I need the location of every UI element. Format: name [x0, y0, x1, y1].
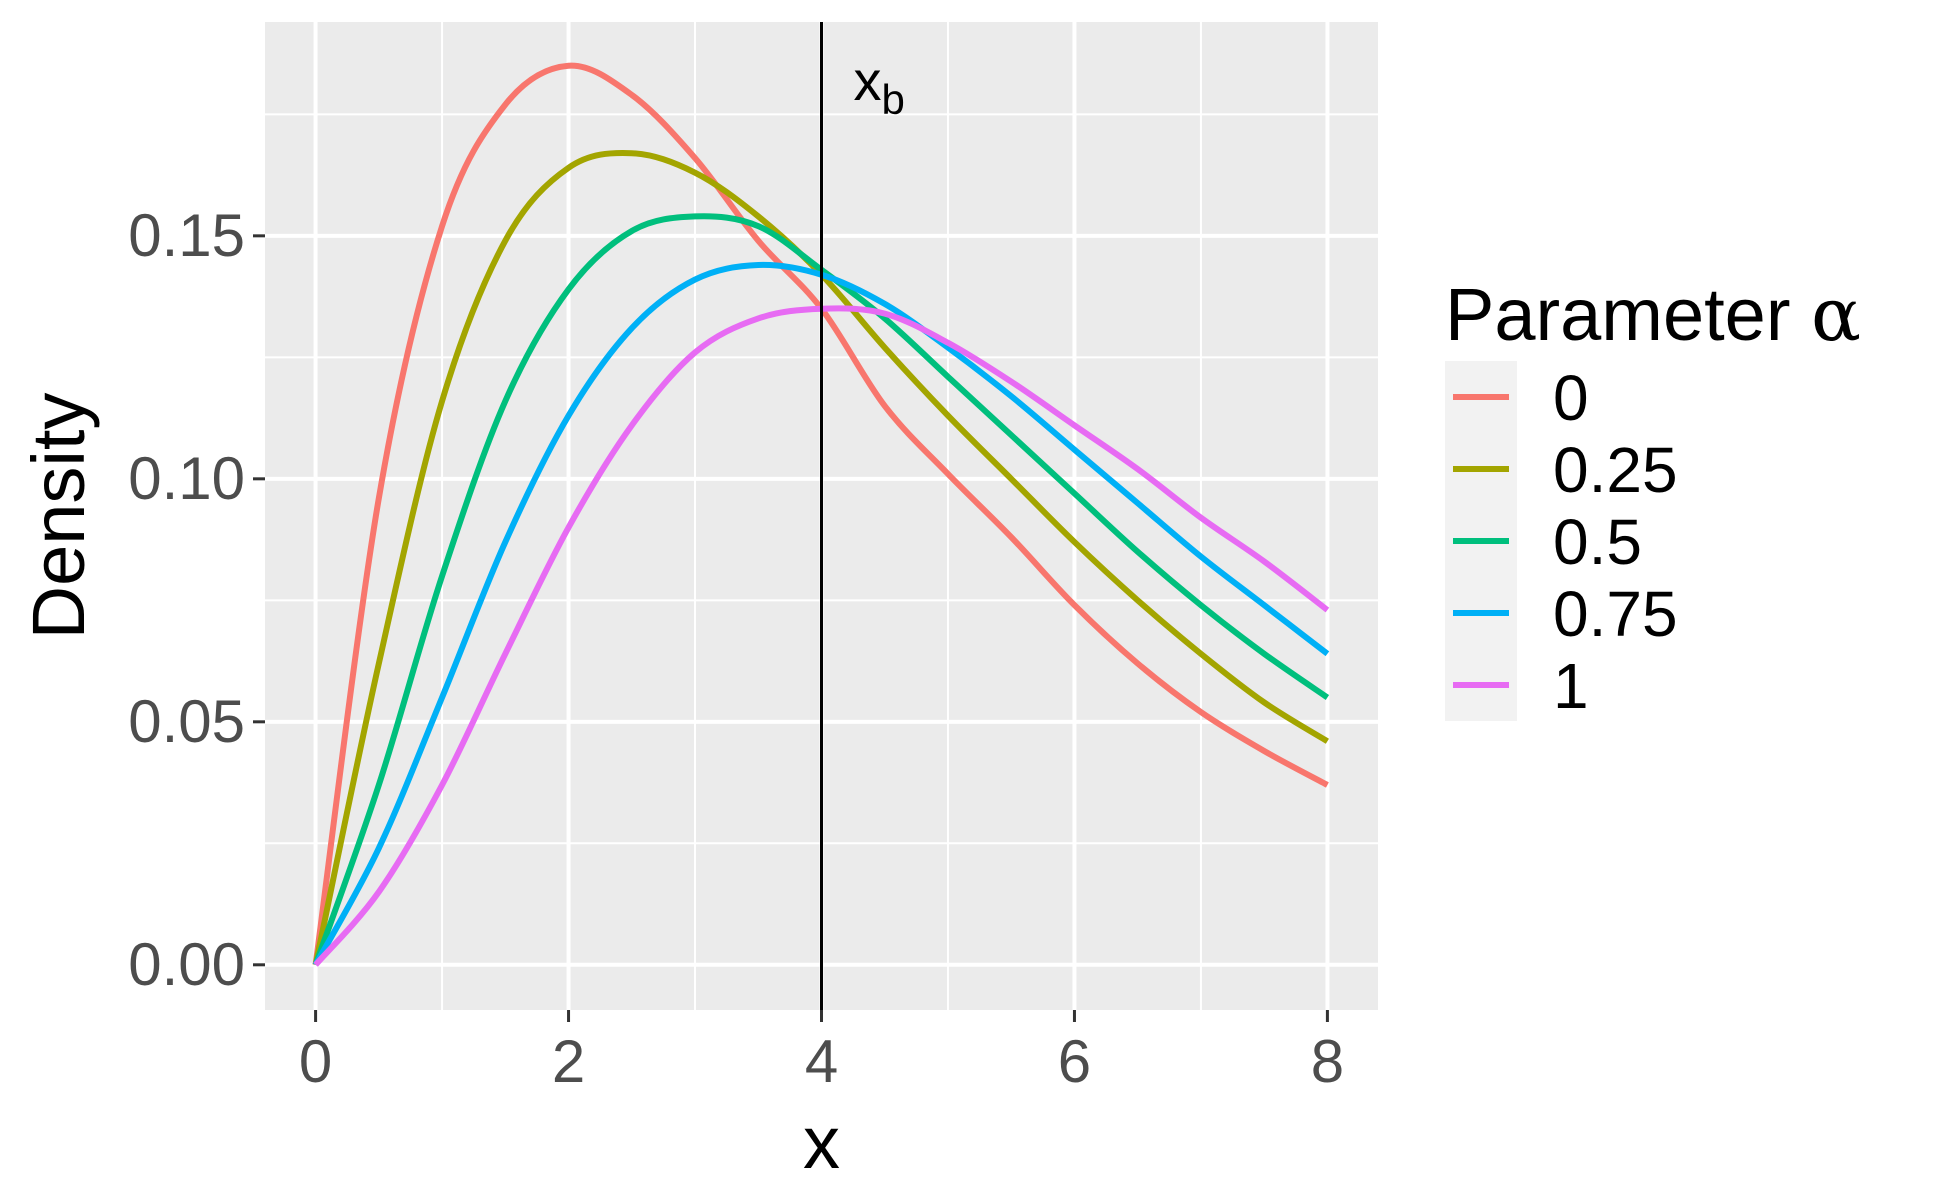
x-tick-label: 0: [299, 1028, 332, 1095]
legend-label: 0: [1553, 362, 1589, 434]
x-tick-label: 2: [552, 1028, 585, 1095]
series-line-0-5: [312, 213, 1330, 966]
series-line-0: [312, 62, 1329, 966]
series-line-0-25: [312, 150, 1329, 966]
axis-titles: x Density: [17, 393, 840, 1184]
series-line-0-75: [312, 261, 1330, 967]
legend-label: 0.75: [1553, 578, 1678, 650]
y-tick-label: 0.10: [128, 445, 245, 512]
vline-label: xb: [854, 49, 905, 123]
legend-label: 1: [1553, 650, 1589, 722]
y-tick-label: 0.15: [128, 202, 245, 269]
series-lines: [312, 62, 1330, 967]
x-axis-title: x: [803, 1101, 840, 1184]
y-tick-label: 0.00: [128, 931, 245, 998]
legend-label: 0.25: [1553, 434, 1678, 506]
axes: 0 2 4 6 8 0.00 0.05 0.10 0.15: [128, 202, 1344, 1095]
series-line-1: [313, 305, 1330, 967]
legend-label: 0.5: [1553, 506, 1642, 578]
y-axis-title: Density: [17, 393, 100, 640]
x-tick-label: 4: [805, 1028, 838, 1095]
x-tick-label: 8: [1311, 1028, 1344, 1095]
y-tick-label: 0.05: [128, 688, 245, 755]
legend-title: Parameter α: [1445, 272, 1861, 358]
legend: Parameter α00.250.50.751: [1445, 272, 1861, 722]
reference-line: xb: [820, 22, 905, 1010]
x-tick-label: 6: [1058, 1028, 1091, 1095]
